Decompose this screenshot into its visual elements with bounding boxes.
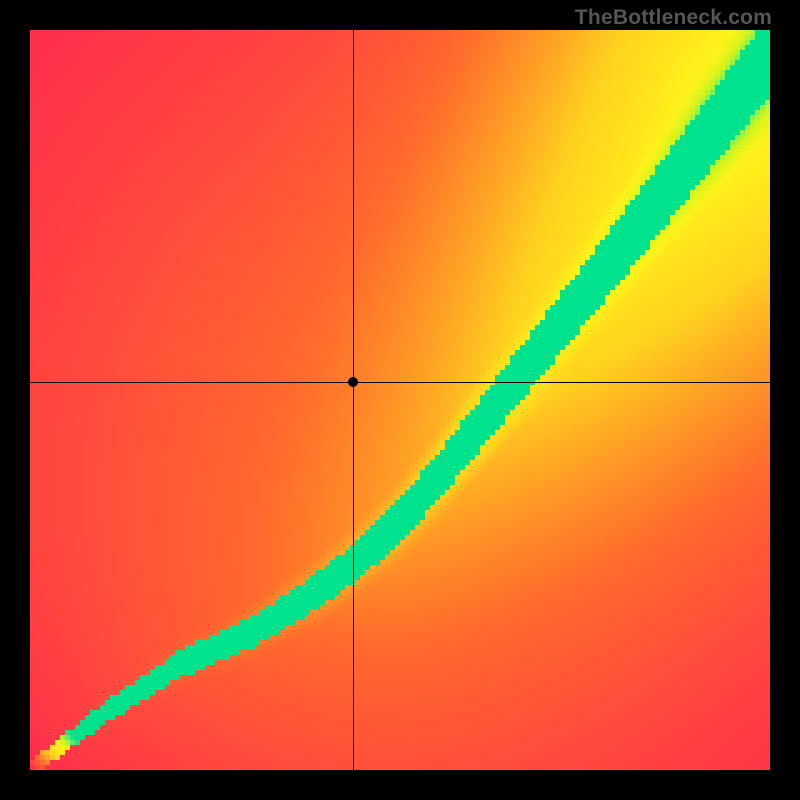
crosshair-horizontal [30, 382, 770, 383]
crosshair-vertical [353, 30, 354, 770]
watermark-text: TheBottleneck.com [575, 6, 772, 30]
crosshair-marker [348, 377, 358, 387]
heatmap-canvas [30, 30, 770, 770]
heatmap-plot [30, 30, 770, 770]
